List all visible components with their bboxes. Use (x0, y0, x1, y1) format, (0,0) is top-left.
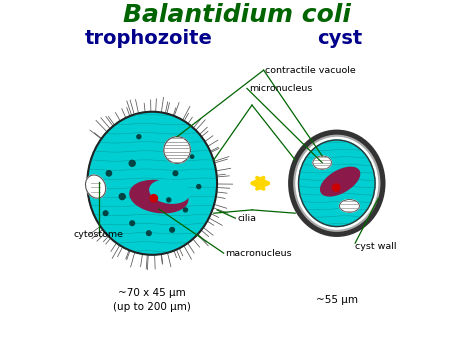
Text: cilia: cilia (237, 214, 256, 223)
Circle shape (164, 137, 191, 163)
Circle shape (137, 135, 141, 139)
Circle shape (167, 198, 171, 202)
Circle shape (130, 221, 135, 225)
Ellipse shape (320, 167, 360, 196)
Circle shape (191, 155, 194, 158)
Circle shape (119, 193, 125, 200)
Text: cytostome: cytostome (74, 230, 124, 239)
Circle shape (170, 227, 174, 232)
Ellipse shape (85, 175, 106, 198)
Ellipse shape (130, 180, 188, 213)
Ellipse shape (313, 156, 331, 169)
Text: cyst wall: cyst wall (355, 242, 397, 251)
Circle shape (197, 185, 201, 189)
Circle shape (183, 208, 187, 212)
Circle shape (146, 231, 151, 236)
Circle shape (150, 194, 157, 202)
Circle shape (103, 211, 108, 216)
Text: contractile vacuole: contractile vacuole (265, 66, 356, 75)
Text: cyst: cyst (318, 29, 363, 48)
Text: micronucleus: micronucleus (249, 84, 312, 93)
Circle shape (106, 171, 111, 176)
Ellipse shape (299, 140, 375, 226)
Ellipse shape (150, 180, 189, 203)
Ellipse shape (339, 200, 359, 212)
Text: trophozoite: trophozoite (85, 29, 213, 48)
Text: ~70 x 45 μm
(up to 200 μm): ~70 x 45 μm (up to 200 μm) (113, 288, 191, 312)
Circle shape (129, 160, 135, 166)
Text: Balantidium coli: Balantidium coli (123, 3, 351, 27)
Circle shape (173, 171, 178, 176)
Text: macronucleus: macronucleus (225, 249, 292, 257)
Text: ~55 μm: ~55 μm (316, 295, 358, 305)
Circle shape (332, 184, 340, 191)
Ellipse shape (87, 112, 217, 255)
